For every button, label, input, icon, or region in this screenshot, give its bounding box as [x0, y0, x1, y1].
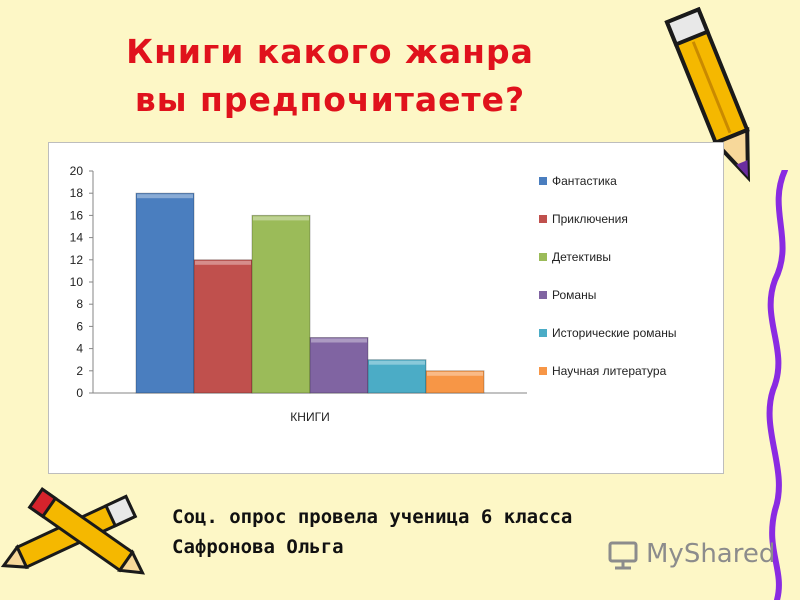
legend-label: Романы [552, 288, 596, 302]
bar-rect [309, 337, 369, 394]
bar-5 [367, 359, 427, 394]
pencil-icon [664, 6, 751, 183]
legend-swatch [539, 329, 547, 337]
x-axis-label: КНИГИ [290, 410, 329, 424]
legend-label: Детективы [552, 250, 611, 264]
legend-label: Исторические романы [552, 326, 676, 340]
bar-rect [367, 359, 427, 394]
legend-swatch [539, 177, 547, 185]
bar-rect [135, 192, 195, 394]
caption-line-2: Сафронова Ольга [172, 536, 344, 558]
crossed-pencils-icon [0, 487, 146, 575]
legend-swatch [539, 215, 547, 223]
bar-1 [135, 192, 195, 394]
y-tick-label: 16 [70, 208, 84, 222]
bar-3 [251, 214, 311, 394]
legend-swatch [539, 367, 547, 375]
legend-label: Приключения [552, 212, 628, 226]
bar-rect [251, 214, 311, 394]
ribbon-decoration [766, 170, 788, 600]
watermark: MyShared [606, 537, 786, 571]
legend-label: Фантастика [552, 174, 617, 188]
title-line-1: Книги какого жанра [126, 32, 534, 71]
bar-highlight [195, 260, 251, 265]
title-line-2: вы предпочитаете? [134, 80, 526, 119]
bar-highlight [369, 360, 425, 365]
y-tick-label: 10 [70, 275, 84, 289]
bar-rect [193, 259, 253, 394]
slide-title: Книги какого жанра вы предпочитаете? [110, 28, 550, 124]
watermark-text: MyShared [646, 539, 776, 569]
y-tick-label: 18 [70, 186, 84, 200]
bar-6 [425, 370, 485, 394]
legend-swatch [539, 291, 547, 299]
bar-chart: 0 2 4 6 8 10 12 14 16 18 20 КНИГИ Фантастика Приключе… [70, 164, 677, 424]
y-tick-label: 0 [76, 386, 83, 400]
bar-highlight [253, 216, 309, 221]
bar-highlight [311, 338, 367, 343]
bar-2 [193, 259, 253, 394]
y-tick-label: 6 [76, 319, 83, 333]
y-tick-label: 2 [76, 364, 83, 378]
y-tick-label: 14 [70, 231, 84, 245]
legend-swatch [539, 253, 547, 261]
myshared-logo-icon [608, 541, 638, 570]
y-tick-label: 8 [76, 297, 83, 311]
caption-line-1: Соц. опрос провела ученица 6 класса [172, 506, 573, 528]
y-tick-label: 4 [76, 342, 83, 356]
bar-highlight [137, 194, 193, 199]
survey-caption: Соц. опрос провела ученица 6 класса Сафр… [172, 502, 732, 562]
bar-4 [309, 337, 369, 394]
legend-label: Научная литература [552, 364, 667, 378]
bar-highlight [427, 371, 483, 376]
bar-rect [425, 370, 485, 394]
y-tick-label: 20 [70, 164, 84, 178]
y-tick-label: 12 [70, 253, 84, 267]
chart-frame: 0 2 4 6 8 10 12 14 16 18 20 КНИГИ Фантастика Приключе… [48, 142, 724, 474]
